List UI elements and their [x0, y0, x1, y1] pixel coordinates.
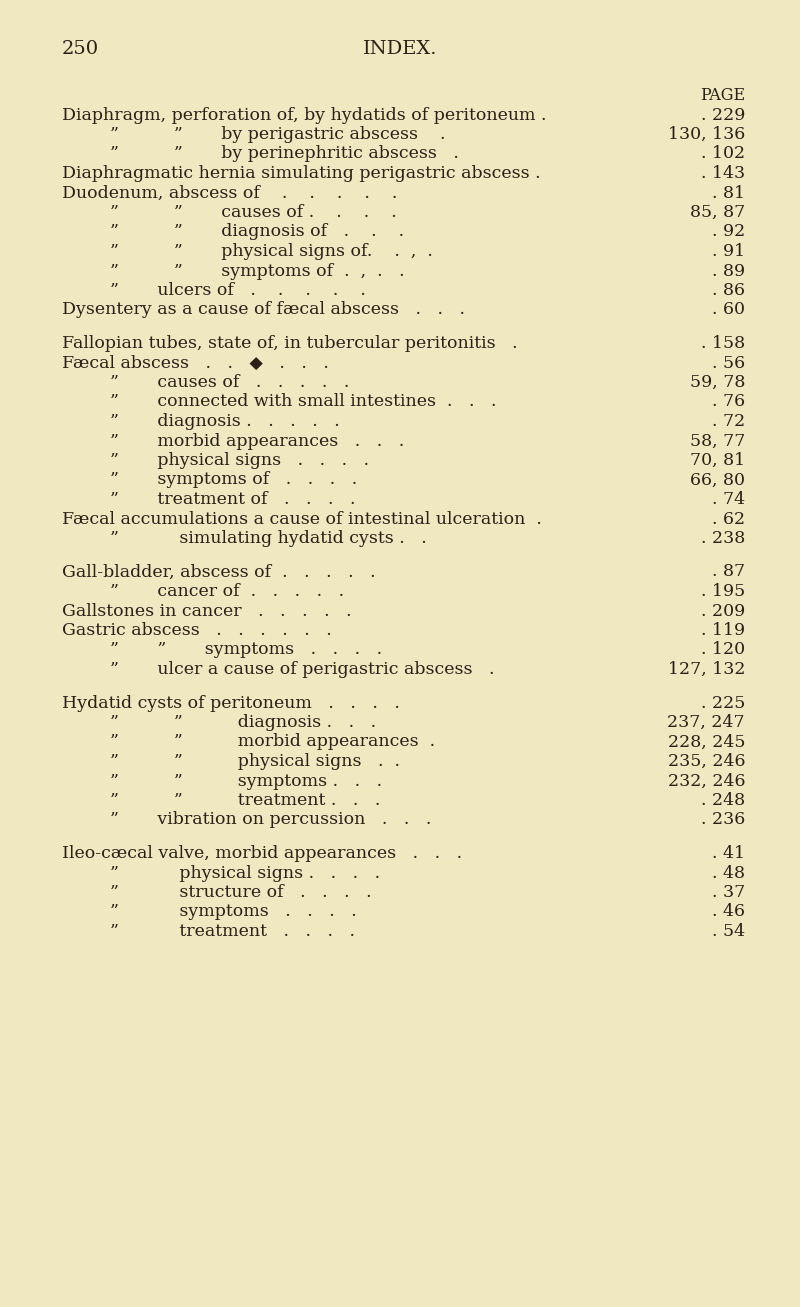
Text: ”       diagnosis .   .   .   .   .: ” diagnosis . . . . . [110, 413, 340, 430]
Text: . 120: . 120 [701, 642, 745, 659]
Text: ”       ”       symptoms   .   .   .   .: ” ” symptoms . . . . [110, 642, 382, 659]
Text: . 209: . 209 [701, 603, 745, 620]
Text: ”       causes of   .   .   .   .   .: ” causes of . . . . . [110, 374, 350, 391]
Text: . 56: . 56 [712, 354, 745, 371]
Text: ”          ”          treatment .   .   .: ” ” treatment . . . [110, 792, 380, 809]
Text: ”          ”       by perigastric abscess    .: ” ” by perigastric abscess . [110, 125, 446, 142]
Text: Ileo-cæcal valve, morbid appearances   .   .   .: Ileo-cæcal valve, morbid appearances . .… [62, 846, 462, 863]
Text: ”          ”       by perinephritic abscess   .: ” ” by perinephritic abscess . [110, 145, 459, 162]
Text: . 238: . 238 [701, 531, 745, 548]
Text: ”       treatment of   .   .   .   .: ” treatment of . . . . [110, 491, 355, 508]
Text: . 37: . 37 [712, 884, 745, 901]
Text: . 48: . 48 [712, 864, 745, 881]
Text: Gall-bladder, abscess of  .   .   .   .   .: Gall-bladder, abscess of . . . . . [62, 563, 376, 580]
Text: 250: 250 [62, 41, 99, 58]
Text: . 143: . 143 [701, 165, 745, 182]
Text: ”       connected with small intestines  .   .   .: ” connected with small intestines . . . [110, 393, 497, 410]
Text: ”       physical signs   .   .   .   .: ” physical signs . . . . [110, 452, 369, 469]
Text: ”       ulcer a cause of perigastric abscess   .: ” ulcer a cause of perigastric abscess . [110, 661, 494, 678]
Text: Diaphragm, perforation of, by hydatids of peritoneum .: Diaphragm, perforation of, by hydatids o… [62, 106, 546, 123]
Text: Dysentery as a cause of fæcal abscess   .   .   .: Dysentery as a cause of fæcal abscess . … [62, 302, 465, 319]
Text: 228, 245: 228, 245 [667, 733, 745, 750]
Text: . 41: . 41 [712, 846, 745, 863]
Text: 70, 81: 70, 81 [690, 452, 745, 469]
Text: . 236: . 236 [701, 812, 745, 829]
Text: Fæcal abscess   .   .   ◆   .   .   .: Fæcal abscess . . ◆ . . . [62, 354, 329, 371]
Text: . 74: . 74 [712, 491, 745, 508]
Text: Fæcal accumulations a cause of intestinal ulceration  .: Fæcal accumulations a cause of intestina… [62, 511, 542, 528]
Text: ”          ”       causes of .    .    .    .: ” ” causes of . . . . [110, 204, 397, 221]
Text: Hydatid cysts of peritoneum   .   .   .   .: Hydatid cysts of peritoneum . . . . [62, 694, 400, 711]
Text: 127, 132: 127, 132 [667, 661, 745, 678]
Text: . 54: . 54 [712, 923, 745, 940]
Text: . 87: . 87 [712, 563, 745, 580]
Text: . 76: . 76 [712, 393, 745, 410]
Text: Duodenum, abscess of    .    .    .    .    .: Duodenum, abscess of . . . . . [62, 184, 398, 201]
Text: ”       symptoms of   .   .   .   .: ” symptoms of . . . . [110, 472, 358, 489]
Text: . 102: . 102 [701, 145, 745, 162]
Text: 235, 246: 235, 246 [667, 753, 745, 770]
Text: . 158: . 158 [701, 335, 745, 352]
Text: ”          ”          symptoms .   .   .: ” ” symptoms . . . [110, 772, 382, 789]
Text: ”           symptoms   .   .   .   .: ” symptoms . . . . [110, 903, 357, 920]
Text: . 229: . 229 [701, 106, 745, 123]
Text: ”          ”          physical signs   .  .: ” ” physical signs . . [110, 753, 400, 770]
Text: ”       morbid appearances   .   .   .: ” morbid appearances . . . [110, 433, 404, 450]
Text: 130, 136: 130, 136 [668, 125, 745, 142]
Text: ”       vibration on percussion   .   .   .: ” vibration on percussion . . . [110, 812, 431, 829]
Text: Diaphragmatic hernia simulating perigastric abscess .: Diaphragmatic hernia simulating perigast… [62, 165, 541, 182]
Text: Fallopian tubes, state of, in tubercular peritonitis   .: Fallopian tubes, state of, in tubercular… [62, 335, 518, 352]
Text: ”          ”       physical signs of.    .  ,  .: ” ” physical signs of. . , . [110, 243, 433, 260]
Text: . 60: . 60 [712, 302, 745, 319]
Text: Gastric abscess   .   .   .   .   .   .: Gastric abscess . . . . . . [62, 622, 332, 639]
Text: . 89: . 89 [712, 263, 745, 280]
Text: 58, 77: 58, 77 [690, 433, 745, 450]
Text: . 72: . 72 [712, 413, 745, 430]
Text: . 86: . 86 [712, 282, 745, 299]
Text: . 225: . 225 [701, 694, 745, 711]
Text: Gallstones in cancer   .   .   .   .   .: Gallstones in cancer . . . . . [62, 603, 352, 620]
Text: ”          ”       symptoms of  .  ,  .   .: ” ” symptoms of . , . . [110, 263, 405, 280]
Text: INDEX.: INDEX. [362, 41, 438, 58]
Text: . 92: . 92 [712, 223, 745, 240]
Text: . 46: . 46 [712, 903, 745, 920]
Text: 85, 87: 85, 87 [690, 204, 745, 221]
Text: . 62: . 62 [712, 511, 745, 528]
Text: . 248: . 248 [701, 792, 745, 809]
Text: . 195: . 195 [701, 583, 745, 600]
Text: ”           treatment   .   .   .   .: ” treatment . . . . [110, 923, 355, 940]
Text: PAGE: PAGE [700, 88, 745, 105]
Text: . 81: . 81 [712, 184, 745, 201]
Text: ”          ”       diagnosis of   .    .    .: ” ” diagnosis of . . . [110, 223, 404, 240]
Text: 237, 247: 237, 247 [667, 714, 745, 731]
Text: ”       cancer of  .   .   .   .   .: ” cancer of . . . . . [110, 583, 344, 600]
Text: ”          ”          diagnosis .   .   .: ” ” diagnosis . . . [110, 714, 376, 731]
Text: . 91: . 91 [712, 243, 745, 260]
Text: 232, 246: 232, 246 [667, 772, 745, 789]
Text: ”           structure of   .   .   .   .: ” structure of . . . . [110, 884, 372, 901]
Text: . 119: . 119 [701, 622, 745, 639]
Text: ”          ”          morbid appearances  .: ” ” morbid appearances . [110, 733, 435, 750]
Text: 59, 78: 59, 78 [690, 374, 745, 391]
Text: ”       ulcers of   .    .    .    .    .: ” ulcers of . . . . . [110, 282, 366, 299]
Text: ”           physical signs .   .   .   .: ” physical signs . . . . [110, 864, 380, 881]
Text: ”           simulating hydatid cysts .   .: ” simulating hydatid cysts . . [110, 531, 426, 548]
Text: 66, 80: 66, 80 [690, 472, 745, 489]
